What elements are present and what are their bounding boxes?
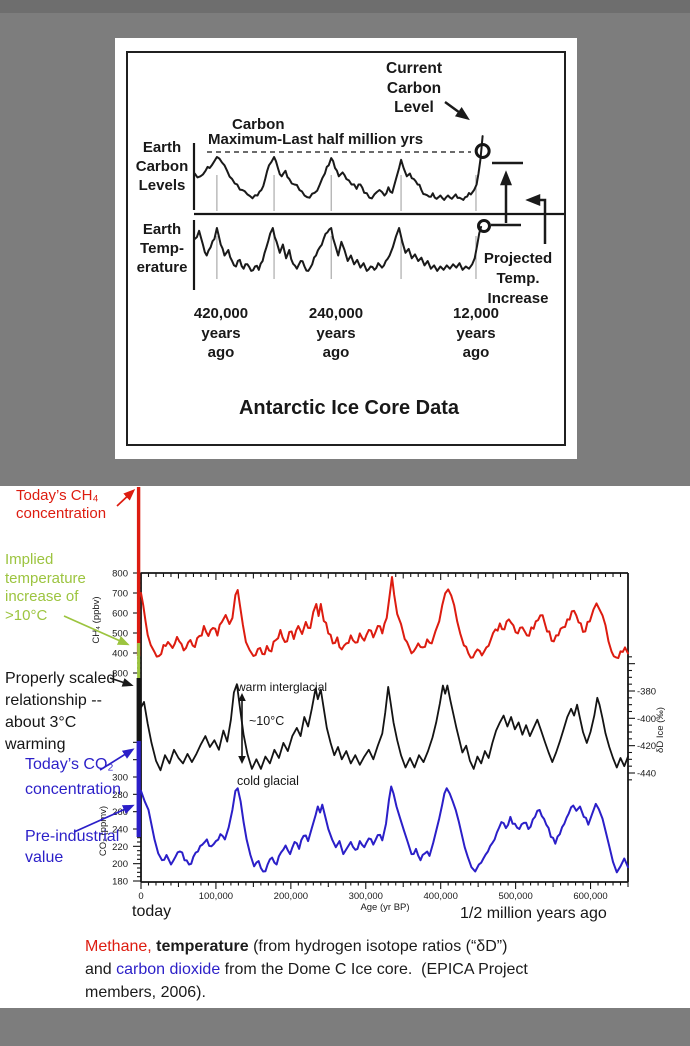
annotation-cold-glacial: cold glacial bbox=[237, 774, 299, 788]
carbon-max-label-line1: Carbon bbox=[232, 116, 285, 133]
svg-text:-420: -420 bbox=[637, 741, 656, 752]
svg-text:300: 300 bbox=[112, 773, 128, 784]
svg-text:-440: -440 bbox=[637, 769, 656, 780]
xlabel-240000-years-ago: 240,000 years ago bbox=[308, 305, 364, 361]
antarctic-figure-chart bbox=[126, 51, 566, 446]
svg-text:Age (yr BP): Age (yr BP) bbox=[360, 902, 409, 913]
svg-text:100,000: 100,000 bbox=[199, 891, 233, 902]
caption-line: Methane, temperature (from hydrogen isot… bbox=[85, 938, 508, 955]
projected-temp-increase-label: Projected Temp. Increase bbox=[483, 250, 553, 307]
svg-text:-400: -400 bbox=[637, 714, 656, 725]
xlabel-420000-years-ago: 420,000 years ago bbox=[193, 305, 249, 361]
svg-text:CH₄ (ppbv): CH₄ (ppbv) bbox=[91, 596, 102, 643]
svg-text:600,000: 600,000 bbox=[573, 891, 607, 902]
svg-text:400,000: 400,000 bbox=[424, 891, 458, 902]
svg-text:700: 700 bbox=[112, 589, 128, 600]
earth-carbon-levels-label: Earth Carbon Levels bbox=[135, 139, 189, 194]
annotation-warm-interglacial: warm interglacial bbox=[237, 680, 328, 694]
svg-text:500,000: 500,000 bbox=[498, 891, 532, 902]
svg-text:300: 300 bbox=[112, 669, 128, 680]
svg-text:δD Ice (‰): δD Ice (‰) bbox=[655, 707, 666, 753]
annotation-todays-co2: Today’s CO₂ concentration bbox=[25, 756, 122, 798]
svg-text:220: 220 bbox=[112, 842, 128, 853]
xlabel-12000-years-ago: 12,000 years ago bbox=[453, 305, 499, 361]
svg-text:300,000: 300,000 bbox=[349, 891, 383, 902]
figure-caption: Methane, temperature (from hydrogen isot… bbox=[85, 935, 625, 1004]
svg-text:400: 400 bbox=[112, 649, 128, 660]
svg-text:200,000: 200,000 bbox=[274, 891, 308, 902]
annotation-properly-scaled: Properly scaled relationship -- about 3°… bbox=[5, 670, 116, 753]
annotation-todays-ch4: Today’s CH₄ concentration bbox=[16, 487, 107, 522]
svg-text:280: 280 bbox=[112, 790, 128, 801]
svg-text:500: 500 bbox=[112, 629, 128, 640]
earth-temperature-label: Earth Temp- erature bbox=[136, 221, 188, 276]
figure-title: Antarctic Ice Core Data bbox=[238, 397, 460, 419]
svg-text:0: 0 bbox=[138, 891, 143, 902]
svg-text:800: 800 bbox=[112, 569, 128, 580]
top-strip bbox=[0, 0, 690, 13]
svg-text:200: 200 bbox=[112, 859, 128, 870]
svg-text:260: 260 bbox=[112, 807, 128, 818]
caption-line: members, 2006). bbox=[85, 984, 206, 1001]
label-half-million-years: 1/2 million years ago bbox=[460, 905, 607, 922]
svg-text:CO₂ (ppmv): CO₂ (ppmv) bbox=[98, 806, 109, 856]
annotation-10c: ~10°C bbox=[249, 714, 285, 728]
annotation-preindustrial: Pre-industrial value bbox=[25, 828, 120, 866]
antarctic-figure-panel: Current Carbon Level Carbon Maximum-Last… bbox=[115, 38, 577, 459]
current-carbon-label: Current Carbon Level bbox=[386, 60, 442, 116]
svg-text:600: 600 bbox=[112, 609, 128, 620]
svg-text:240: 240 bbox=[112, 825, 128, 836]
label-today: today bbox=[132, 903, 172, 920]
caption-line: and carbon dioxide from the Dome C Ice c… bbox=[85, 961, 528, 978]
annotation-implied-temperature: Implied temperature increase of >10°C bbox=[5, 551, 86, 624]
epica-chart: 0 100,000 200,000 300,000 400,000 500,000 600,… bbox=[63, 487, 666, 913]
carbon-max-label-line2: Maximum-Last half million yrs bbox=[208, 131, 424, 148]
svg-text:-380: -380 bbox=[637, 687, 656, 698]
svg-text:180: 180 bbox=[112, 877, 128, 888]
